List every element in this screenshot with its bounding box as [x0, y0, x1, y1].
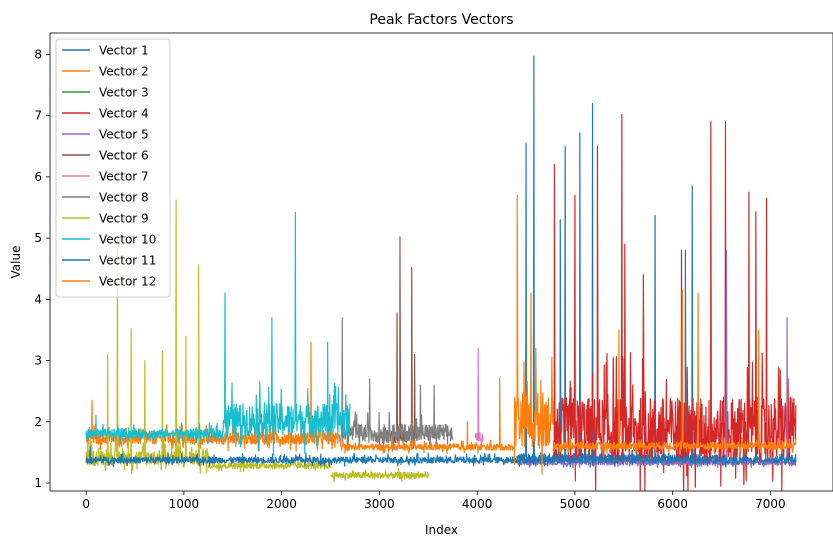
legend-label: Vector 12	[99, 275, 156, 289]
legend-label: Vector 6	[99, 149, 149, 163]
x-tick-label: 4000	[462, 497, 493, 511]
x-tick-label: 1000	[169, 497, 200, 511]
legend-label: Vector 10	[99, 233, 156, 247]
y-tick-label: 6	[34, 170, 42, 184]
x-axis-ticks: 0 1000 2000 3000 4000 5000 6000 7000	[82, 491, 786, 511]
y-tick-label: 7	[34, 109, 42, 123]
series-path	[339, 377, 515, 455]
x-tick-label: 3000	[364, 497, 395, 511]
series-line-7	[474, 347, 484, 447]
y-tick-label: 2	[34, 415, 42, 429]
series-lines	[85, 55, 797, 491]
legend-label: Vector 1	[99, 44, 149, 58]
x-tick-label: 2000	[266, 497, 297, 511]
series-line-11	[85, 445, 797, 468]
x-tick-label: 7000	[755, 497, 786, 511]
series-path	[513, 194, 555, 476]
series-path	[222, 211, 351, 456]
legend-label: Vector 5	[99, 128, 149, 142]
y-tick-label: 1	[34, 476, 42, 490]
y-axis-ticks: 1 2 3 4 5 6 7 8	[34, 47, 50, 490]
legend-label: Vector 11	[99, 254, 156, 268]
legend: Vector 1 Vector 2 Vector 3 Vector 4 Vector 5…	[55, 38, 171, 298]
legend-label: Vector 3	[99, 86, 149, 100]
x-tick-label: 5000	[560, 497, 591, 511]
y-tick-label: 8	[34, 47, 42, 61]
series-line-6	[378, 236, 420, 450]
y-tick-label: 4	[34, 292, 42, 306]
legend-label: Vector 2	[99, 65, 149, 79]
legend-label: Vector 7	[99, 170, 149, 184]
series-path	[474, 347, 484, 447]
series-line-9	[85, 199, 429, 483]
series-path	[378, 236, 420, 450]
legend-label: Vector 9	[99, 212, 149, 226]
series-path	[552, 289, 797, 454]
series-path	[207, 458, 331, 473]
series-line-10	[85, 211, 351, 456]
series-line-8	[339, 317, 454, 453]
y-tick-label: 5	[34, 231, 42, 245]
series-path	[85, 445, 797, 468]
legend-label: Vector 8	[99, 191, 149, 205]
series-path	[85, 199, 209, 474]
y-tick-label: 3	[34, 354, 42, 368]
series-path	[339, 317, 454, 453]
series-line-12	[339, 194, 797, 476]
x-tick-label: 0	[82, 497, 90, 511]
series-path	[330, 467, 429, 483]
series-path	[85, 415, 224, 444]
legend-box	[55, 38, 171, 298]
legend-label: Vector 4	[99, 107, 149, 121]
x-axis-label: Index	[425, 523, 458, 537]
x-tick-label: 6000	[657, 497, 688, 511]
y-axis-label: Value	[9, 246, 23, 279]
plot-frame	[49, 32, 833, 492]
chart-title: Peak Factors Vectors	[369, 12, 513, 28]
